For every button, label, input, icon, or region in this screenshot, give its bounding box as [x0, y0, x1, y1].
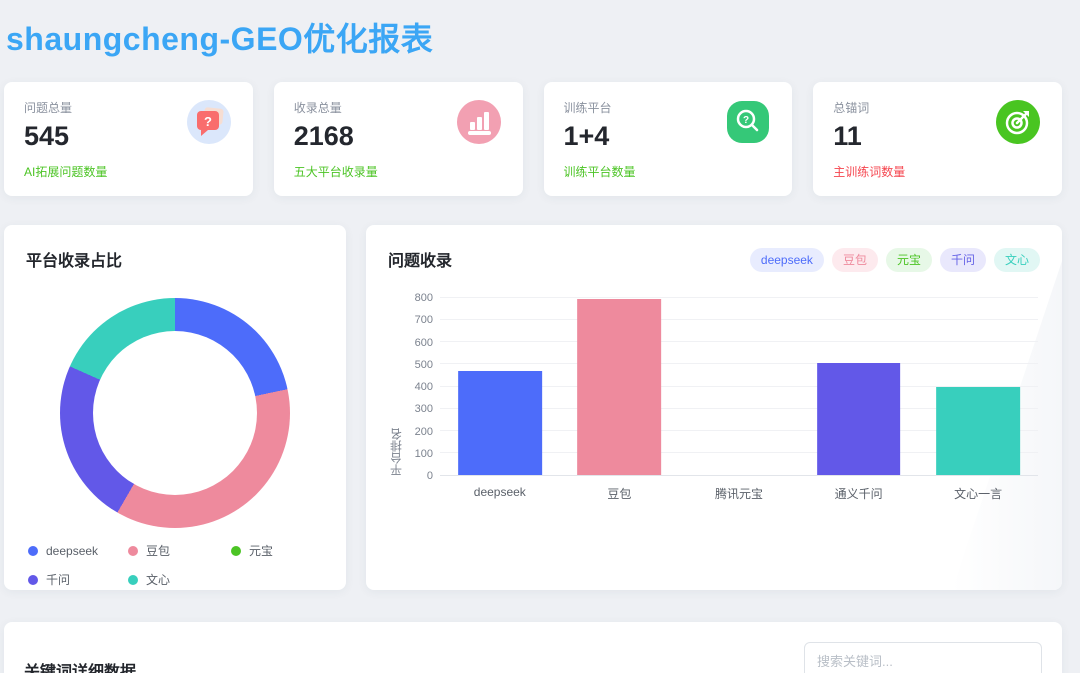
stat-label: 收录总量 — [293, 101, 342, 115]
y-tick: 100 — [414, 447, 433, 460]
bar-cell-通义千问 — [799, 298, 919, 475]
x-label-deepseek: deepseek — [473, 485, 526, 499]
legend-dot — [231, 545, 241, 556]
gridline — [440, 341, 1038, 343]
y-tick: 700 — [414, 314, 433, 327]
y-tick: 800 — [414, 292, 433, 304]
stat-subtitle: 训练平台数量 — [563, 165, 636, 179]
gridline — [440, 407, 1038, 409]
bar-card-title: 问题收录 — [388, 253, 453, 270]
stat-card-indexed: 收录总量 2168 五大平台收录量 — [273, 82, 523, 196]
legend-item-元宝[interactable]: 元宝 — [231, 542, 324, 559]
y-tick: 200 — [414, 425, 433, 438]
legend-label: 豆包 — [146, 544, 171, 558]
bar-deepseek — [457, 371, 542, 475]
gridline — [440, 451, 1038, 453]
donut-card-title: 平台收录占比 — [26, 253, 123, 270]
stat-subtitle: 主训练词数量 — [833, 165, 906, 179]
keywords-card: 关键词详细数据 — [4, 622, 1062, 673]
platform-tag-row: deepseek 豆包 元宝 千问 文心 — [749, 248, 1040, 272]
x-label-腾讯元宝: 腾讯元宝 — [714, 487, 763, 501]
x-axis-labels: deepseek 豆包 腾讯元宝 通义千问 文心一言 — [440, 485, 1038, 502]
platform-tag-元宝[interactable]: 元宝 — [885, 248, 932, 272]
legend-label: 元宝 — [249, 544, 274, 558]
legend-dot — [128, 574, 138, 585]
gridline — [440, 363, 1038, 365]
legend-item-豆包[interactable]: 豆包 — [128, 542, 231, 559]
bar-chart-icon — [456, 100, 501, 144]
platform-share-donut — [60, 298, 290, 528]
bar-card-header: 问题收录 deepseek 豆包 元宝 千问 文心 — [388, 247, 1040, 272]
gridline — [440, 429, 1038, 431]
keywords-card-title: 关键词详细数据 — [24, 664, 137, 673]
bar-通义千问 — [816, 363, 901, 475]
bar-cell-腾讯元宝 — [679, 298, 799, 475]
stat-card-questions: 问题总量 545 AI拓展问题数量 ? — [4, 82, 253, 196]
gridline — [440, 385, 1038, 387]
y-tick: 0 — [426, 470, 433, 482]
bar-豆包 — [577, 299, 662, 475]
platform-tag-deepseek[interactable]: deepseek — [749, 248, 824, 272]
gridline — [440, 319, 1038, 321]
bar-plot — [440, 297, 1038, 476]
x-label-文心一言: 文心一言 — [954, 487, 1003, 501]
plot-column: deepseek 豆包 腾讯元宝 通义千问 文心一言 — [440, 297, 1038, 502]
stat-label: 训练平台 — [563, 101, 612, 115]
bar-cell-deepseek — [440, 298, 560, 475]
stat-value: 1+4 — [563, 121, 610, 151]
y-axis-title: 平台排名 — [389, 428, 404, 476]
legend-dot — [28, 545, 38, 556]
y-tick: 500 — [414, 358, 433, 371]
legend-item-文心[interactable]: 文心 — [128, 571, 231, 588]
stats-row: 问题总量 545 AI拓展问题数量 ? 收录总量 2168 五大平台收录量 — [4, 82, 1062, 196]
x-label-豆包: 豆包 — [607, 487, 632, 501]
legend-label: deepseek — [46, 543, 99, 558]
donut-legend: deepseek 豆包 元宝千问 文心 — [26, 542, 324, 588]
bar-cell-文心一言 — [918, 298, 1038, 475]
bar-cell-豆包 — [560, 298, 680, 475]
donut-hole — [93, 331, 257, 495]
stat-value: 11 — [833, 121, 862, 151]
target-icon — [996, 100, 1040, 144]
bar-chart-area: 平台排名 0 100 200 300 400 500 600 700 800 deepseek 豆… — [388, 292, 1040, 502]
stat-subtitle: AI拓展问题数量 — [24, 165, 108, 179]
x-label-通义千问: 通义千问 — [834, 487, 883, 501]
svg-text:?: ? — [743, 115, 749, 126]
y-axis: 0 100 200 300 400 500 600 700 800 — [404, 292, 440, 482]
charts-row: 平台收录占比 deepseek 豆包 元宝 千问 文心 问题收录 deepseek 豆包元… — [4, 225, 1062, 590]
platform-tag-文心[interactable]: 文心 — [993, 248, 1040, 272]
legend-label: 千问 — [46, 573, 71, 587]
platform-tag-千问[interactable]: 千问 — [939, 248, 986, 272]
question-index-card: 问题收录 deepseek 豆包 元宝 千问 文心 平台排名 0 100 200 300 400… — [366, 225, 1062, 590]
stat-value: 2168 — [293, 121, 354, 151]
stat-label: 问题总量 — [24, 101, 73, 115]
legend-item-千问[interactable]: 千问 — [28, 571, 128, 588]
stat-card-platforms: 训练平台 1+4 训练平台数量 ? — [543, 82, 793, 196]
legend-dot — [128, 545, 138, 556]
search-question-icon: ? — [726, 100, 770, 144]
stat-value: 545 — [24, 121, 70, 151]
svg-text:?: ? — [204, 114, 212, 129]
gridline — [440, 297, 1038, 298]
legend-item-deepseek[interactable]: deepseek — [28, 542, 128, 559]
page-title: shaungcheng-GEO优化报表 — [6, 21, 434, 57]
y-tick: 400 — [414, 381, 433, 393]
bar-文心一言 — [936, 386, 1021, 475]
y-tick: 300 — [414, 403, 433, 416]
platform-tag-豆包[interactable]: 豆包 — [831, 248, 878, 272]
legend-dot — [28, 574, 38, 585]
legend-label: 文心 — [146, 573, 171, 587]
platform-share-card: 平台收录占比 deepseek 豆包 元宝千问 文心 — [4, 225, 346, 590]
donut-chart-wrap — [26, 298, 324, 528]
keyword-search-input[interactable] — [804, 642, 1042, 673]
stat-subtitle: 五大平台收录量 — [293, 165, 378, 179]
stat-card-anchor-words: 总锚词 11 主训练词数量 — [813, 82, 1062, 196]
y-tick: 600 — [414, 336, 433, 349]
question-bubble-icon: ? — [186, 100, 231, 144]
stat-label: 总锚词 — [833, 101, 870, 115]
